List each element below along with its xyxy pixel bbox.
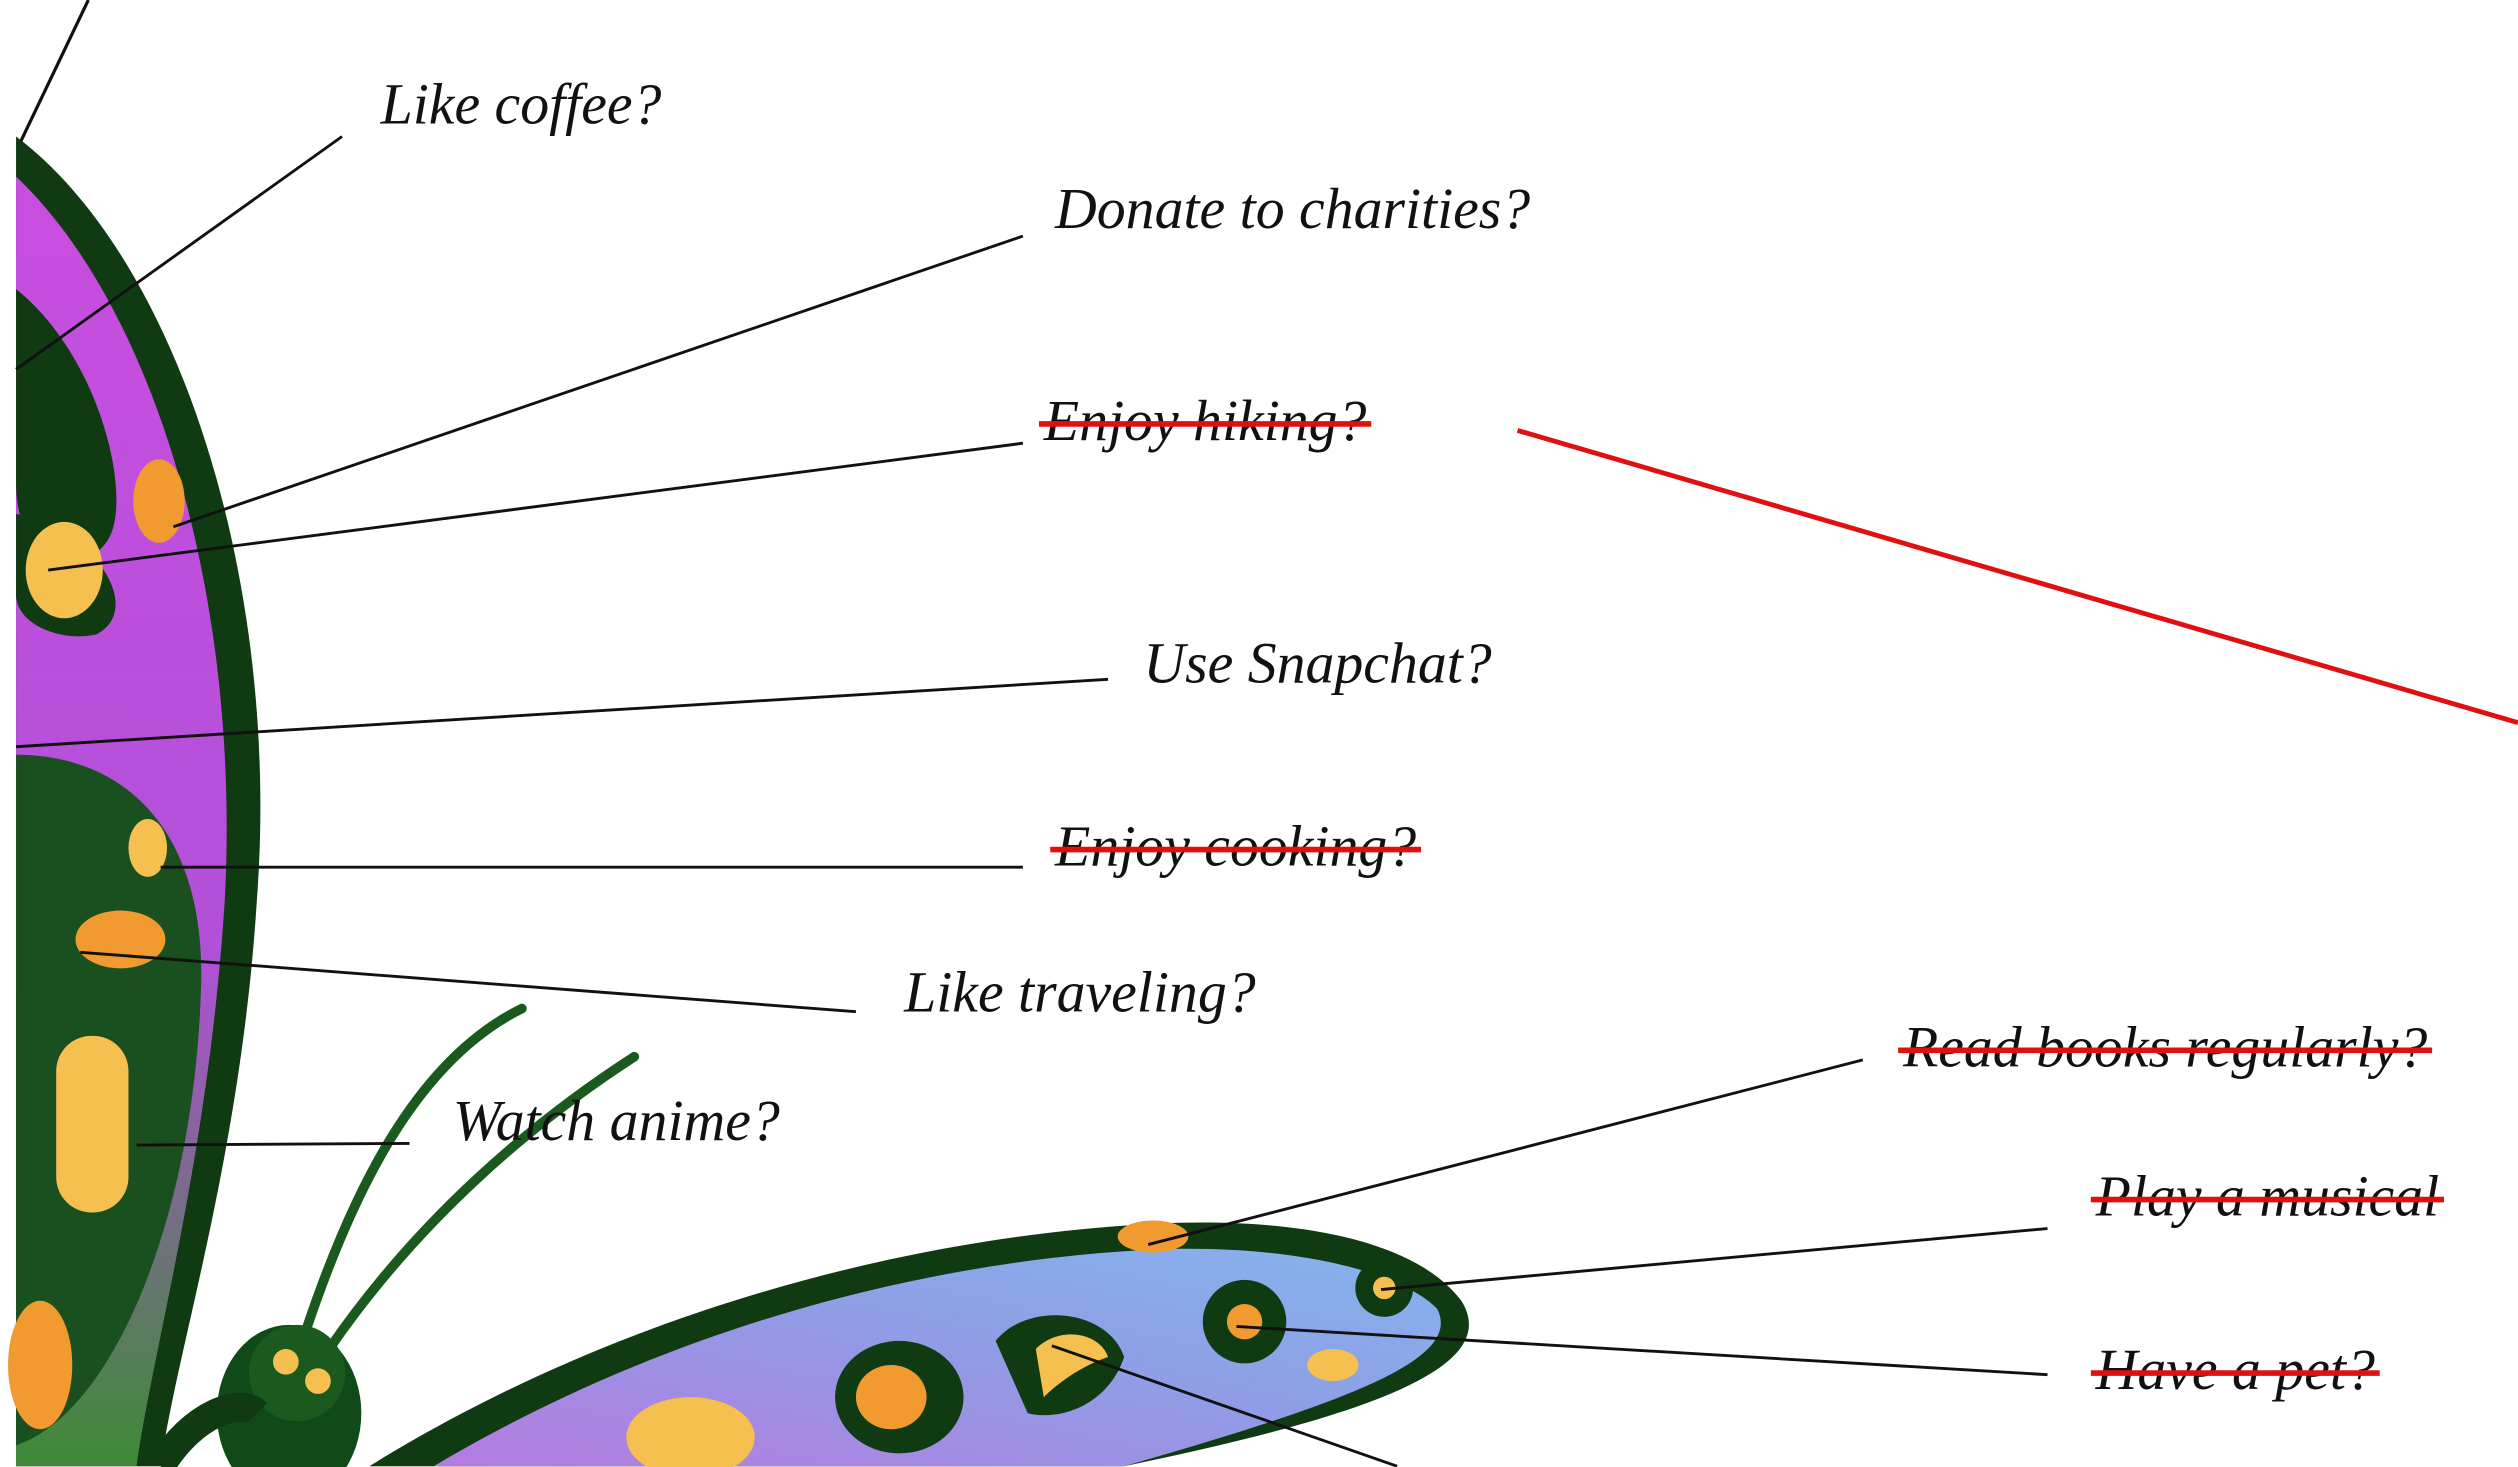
question-label: Like coffee? — [380, 72, 662, 137]
question-label: Donate to charities? — [1054, 176, 1530, 241]
leader-line — [136, 1143, 409, 1145]
question-label: Enjoy hiking? — [1043, 388, 1367, 453]
question-label: Like traveling? — [903, 960, 1256, 1025]
leader-line — [1148, 1060, 1863, 1245]
question-label: Play a musical — [2095, 1164, 2440, 1229]
worksheet: Like coffee? Donate to charities? Enjoy hi… — [0, 0, 2518, 1467]
leader-line — [173, 236, 1023, 527]
red-connector — [1518, 430, 2518, 722]
question-label: Read books regularly? — [1902, 1014, 2427, 1079]
question-label: Have a pet? — [2095, 1337, 2375, 1402]
question-label: Use Snapchat? — [1143, 631, 1491, 696]
page: Like coffee? Donate to charities? Enjoy hi… — [0, 0, 2518, 1467]
leader-line — [1381, 1229, 2047, 1290]
question-label: Watch anime? — [453, 1088, 780, 1153]
question-label: Enjoy cooking? — [1054, 814, 1416, 879]
